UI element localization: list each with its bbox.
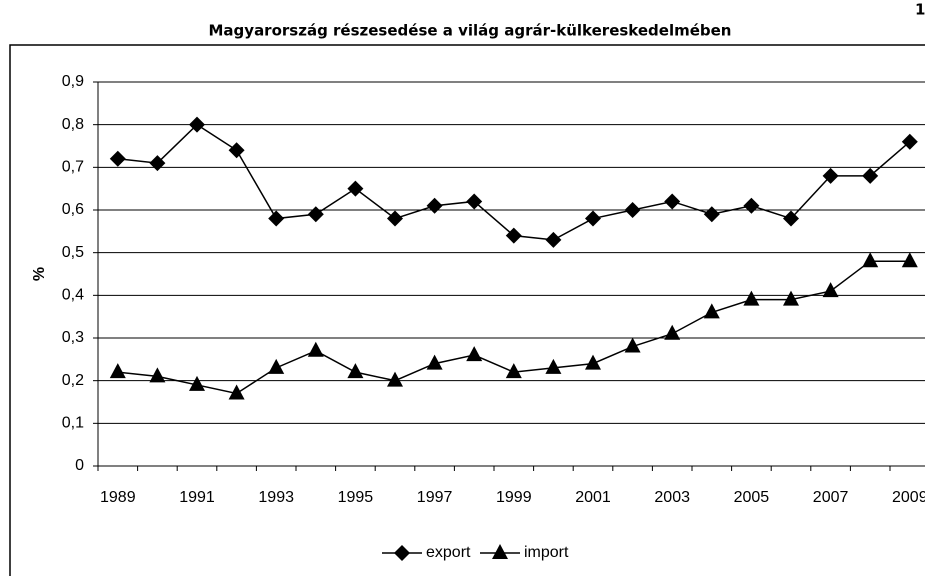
marker [664, 193, 681, 210]
marker [109, 363, 126, 379]
x-tick-label: 1995 [338, 489, 374, 506]
x-tick-label: 1989 [100, 489, 136, 506]
y-tick-label: 0,3 [62, 329, 84, 346]
marker [901, 252, 918, 268]
marker [149, 155, 166, 172]
marker [624, 202, 641, 218]
marker [624, 337, 641, 353]
marker [545, 358, 562, 374]
marker [505, 363, 522, 379]
marker [862, 167, 879, 184]
marker [743, 290, 760, 306]
marker [347, 363, 364, 379]
x-tick-label: 2009 [892, 489, 925, 506]
marker [505, 227, 522, 244]
x-tick-label: 2007 [813, 489, 849, 506]
y-tick-label: 0,9 [62, 73, 84, 90]
chart-title: Magyarország részesedése a világ agrár-k… [209, 22, 732, 40]
marker [268, 358, 285, 374]
marker [901, 133, 918, 150]
marker [387, 371, 403, 387]
marker [109, 150, 126, 167]
marker [307, 341, 324, 357]
y-tick-label: 0,1 [62, 415, 84, 432]
marker [585, 354, 601, 370]
y-tick-label: 0 [75, 457, 84, 474]
x-tick-label: 1993 [258, 489, 294, 506]
marker [426, 354, 443, 370]
marker [862, 252, 879, 268]
marker [664, 324, 681, 340]
marker [822, 167, 839, 184]
marker [545, 231, 562, 248]
marker [387, 210, 403, 227]
marker [703, 303, 720, 319]
marker [466, 193, 483, 210]
marker [149, 367, 166, 383]
x-tick-label: 1999 [496, 489, 532, 506]
marker [585, 210, 601, 227]
x-tick-label: 2003 [654, 489, 690, 506]
y-axis-label: % [31, 267, 48, 281]
y-tick-label: 0,4 [62, 287, 84, 304]
marker [268, 210, 285, 227]
y-tick-label: 0,6 [62, 201, 84, 218]
marker [228, 384, 245, 400]
chart-frame [9, 44, 925, 576]
marker [466, 346, 483, 362]
y-tick-label: 0,7 [62, 159, 84, 176]
legend-label: import [524, 544, 569, 561]
legend-label: export [426, 544, 471, 561]
marker [783, 290, 799, 306]
figure-label: 1. ábr [915, 1, 925, 19]
marker [743, 197, 760, 214]
legend-marker [394, 545, 410, 561]
marker [703, 206, 720, 223]
x-tick-label: 1991 [179, 489, 215, 506]
x-tick-label: 1997 [417, 489, 453, 506]
marker [307, 206, 324, 223]
marker [347, 180, 364, 197]
y-tick-label: 0,5 [62, 244, 84, 261]
marker [426, 197, 443, 214]
marker [189, 116, 205, 133]
legend-marker [492, 544, 508, 559]
y-tick-label: 0,2 [62, 372, 84, 389]
marker [822, 282, 839, 298]
marker [228, 142, 245, 159]
marker [783, 210, 799, 227]
x-tick-label: 2001 [575, 489, 611, 506]
x-tick-label: 2005 [734, 489, 770, 506]
marker [189, 375, 205, 391]
y-tick-label: 0,8 [62, 116, 84, 133]
